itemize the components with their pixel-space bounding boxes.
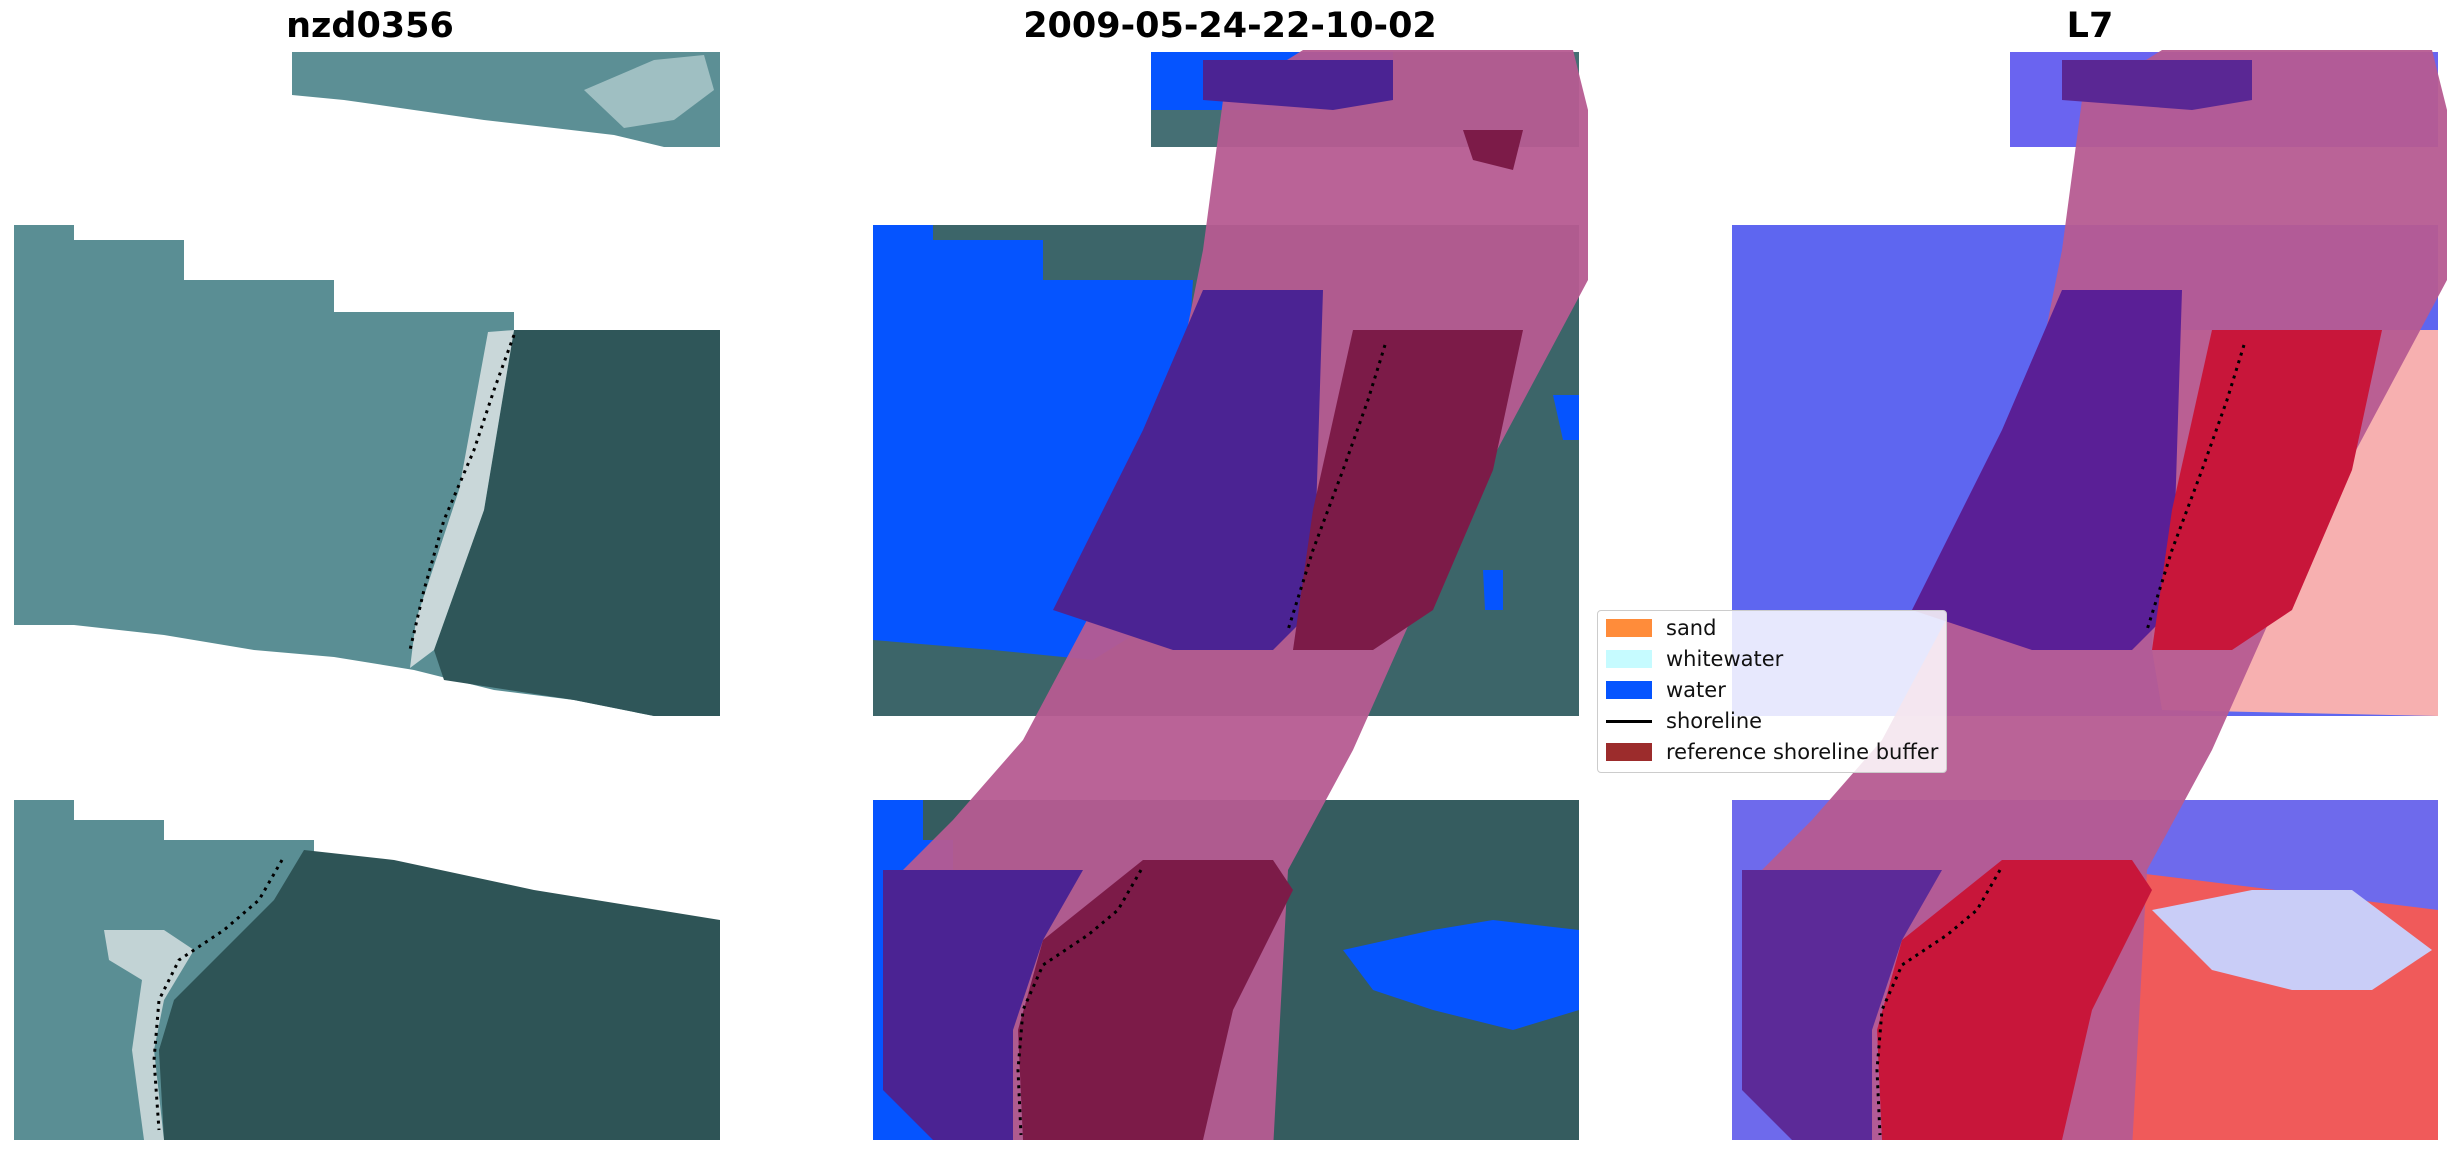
legend: sand whitewater water shoreline referenc… bbox=[1597, 610, 1947, 773]
water-index-panel bbox=[1732, 50, 2452, 1140]
water-index-image bbox=[1732, 50, 2447, 1140]
legend-label-sand: sand bbox=[1666, 616, 1717, 640]
legend-label-whitewater: whitewater bbox=[1666, 647, 1784, 671]
legend-item-sand: sand bbox=[1606, 615, 1716, 641]
legend-item-shoreline: shoreline bbox=[1606, 708, 1762, 734]
classification-panel bbox=[873, 50, 1593, 1140]
legend-item-whitewater: whitewater bbox=[1606, 646, 1783, 672]
legend-label-reference-buffer: reference shoreline buffer bbox=[1666, 740, 1939, 764]
panel-title-mndwi: L7 bbox=[2066, 6, 2114, 46]
legend-item-water: water bbox=[1606, 677, 1726, 703]
panel-title-classification: 2009-05-24-22-10-02 bbox=[1023, 6, 1437, 46]
classification-image bbox=[873, 50, 1588, 1140]
rgb-image bbox=[14, 52, 720, 1140]
legend-swatch-shoreline bbox=[1606, 719, 1652, 723]
legend-label-shoreline: shoreline bbox=[1666, 709, 1763, 733]
legend-item-reference-buffer: reference shoreline buffer bbox=[1606, 739, 1938, 765]
panel-title-rgb: nzd0356 bbox=[286, 6, 454, 46]
rgb-image-panel bbox=[14, 50, 734, 1140]
legend-swatch-whitewater bbox=[1606, 650, 1652, 668]
legend-swatch-reference-buffer bbox=[1606, 743, 1652, 761]
legend-label-water: water bbox=[1666, 678, 1726, 702]
legend-swatch-water bbox=[1606, 681, 1652, 699]
legend-swatch-sand bbox=[1606, 619, 1652, 637]
